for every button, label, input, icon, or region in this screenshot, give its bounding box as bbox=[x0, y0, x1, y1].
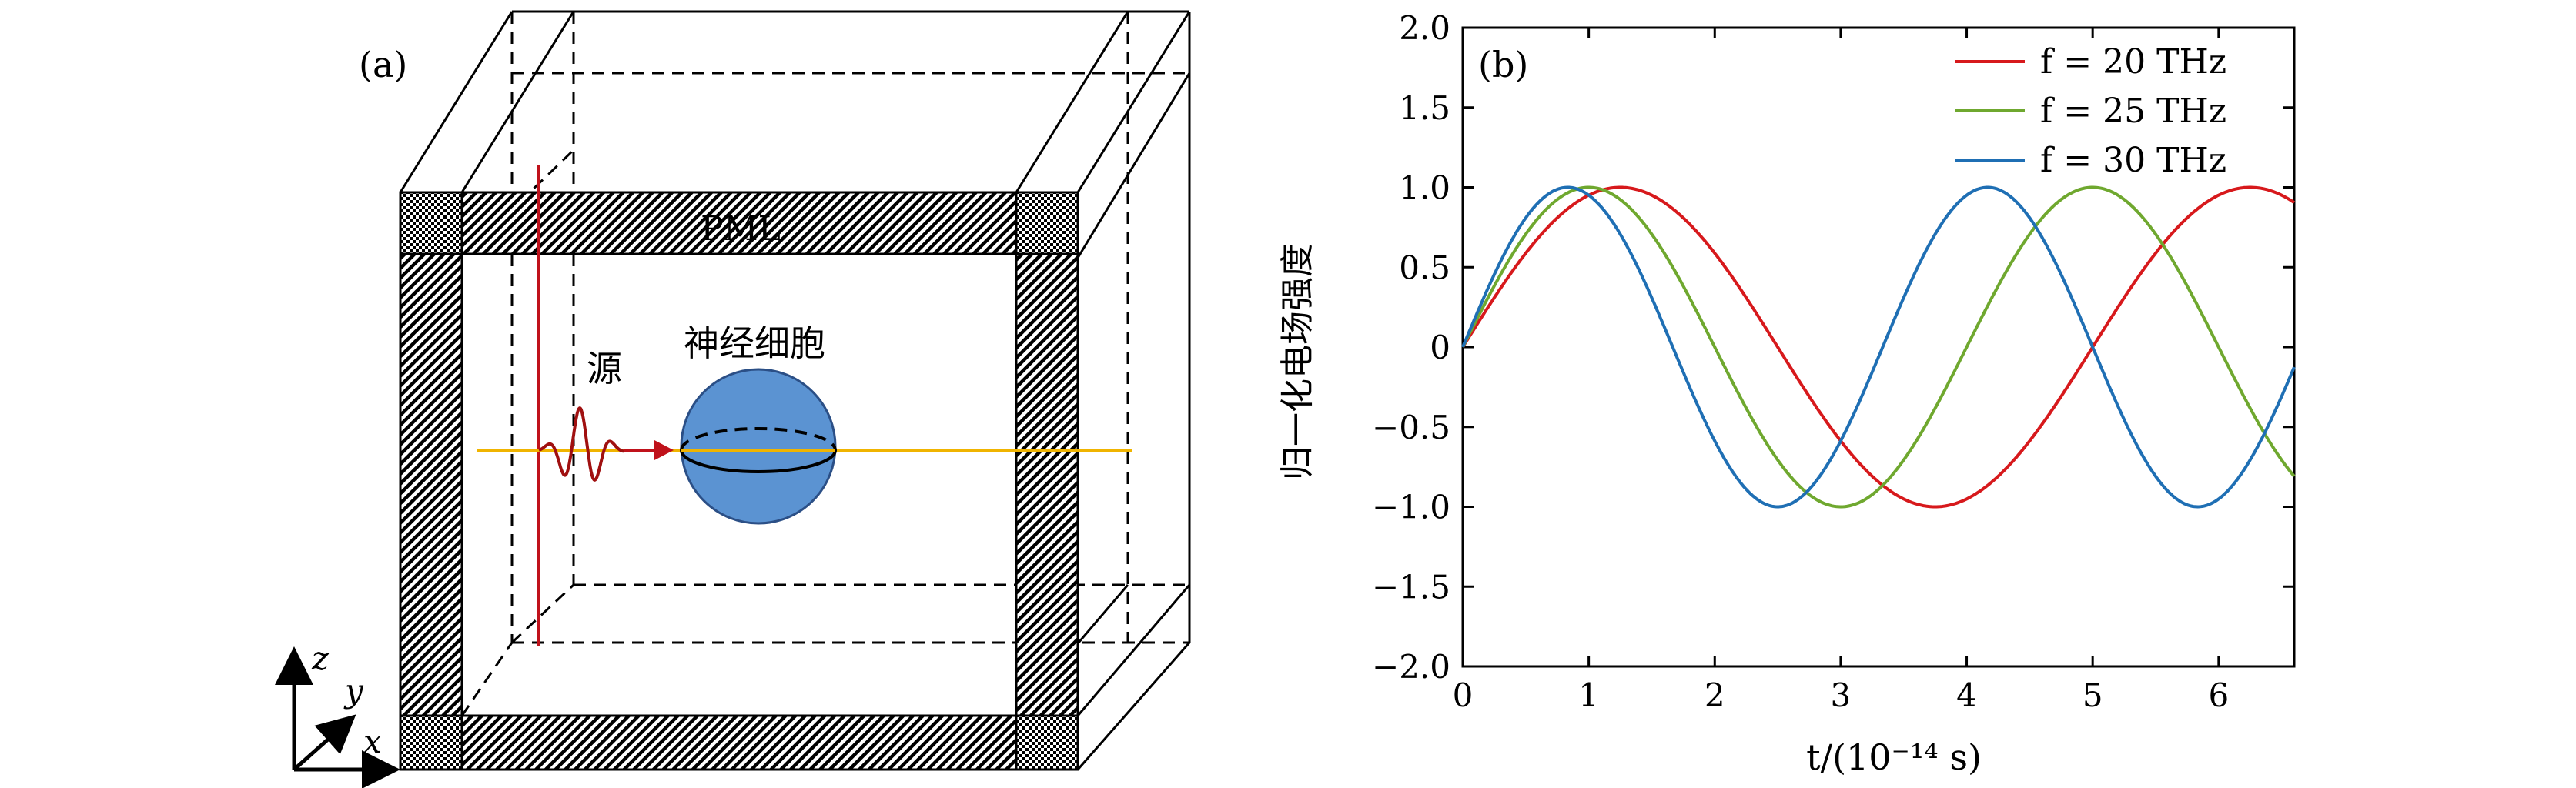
series-line bbox=[1461, 185, 2296, 509]
coordinate-axes bbox=[275, 646, 400, 788]
y-tick-label: 2.0 bbox=[1399, 9, 1450, 47]
x-tick-label: 6 bbox=[2208, 676, 2229, 714]
box-outline bbox=[399, 10, 1191, 770]
neuron-cell bbox=[680, 368, 837, 525]
pml-label: PML bbox=[701, 209, 781, 249]
y-tick-label: −2.0 bbox=[1372, 648, 1450, 686]
x-tick-label: 0 bbox=[1453, 676, 1474, 714]
panel-b-label: (b) bbox=[1478, 44, 1528, 85]
y-axis-label: 归一化电场强度 bbox=[1278, 243, 1317, 480]
x-tick-label: 4 bbox=[1956, 676, 1977, 714]
y-tick-label: 0.5 bbox=[1399, 249, 1450, 286]
axis-z-label: z bbox=[311, 639, 330, 677]
legend-label: f = 25 THz bbox=[2040, 92, 2226, 131]
legend-label: f = 20 THz bbox=[2040, 42, 2226, 82]
axis-x-label: x bbox=[363, 723, 382, 760]
y-tick-label: 1.5 bbox=[1399, 89, 1450, 127]
series-layer bbox=[1461, 185, 2296, 509]
wave-arrow-head bbox=[654, 440, 674, 460]
cell-label: 神经细胞 bbox=[684, 322, 825, 364]
series-line bbox=[1461, 185, 2296, 509]
wave-packet bbox=[538, 406, 624, 482]
legend: f = 20 THz f = 25 THz f = 30 THz bbox=[1955, 42, 2226, 180]
y-tick-label: −0.5 bbox=[1372, 409, 1450, 446]
inner-dashed bbox=[460, 254, 1016, 716]
y-tick-label: 1.0 bbox=[1399, 169, 1450, 207]
x-tick-label: 1 bbox=[1578, 676, 1599, 714]
field-chart: 2.0 1.5 1.0 0.5 0 −0.5 −1.0 −1.5 −2.0 0 1 2 3 4 5 6 f … bbox=[1278, 9, 2296, 778]
y-tick-label: −1.0 bbox=[1372, 489, 1450, 526]
x-tick-label: 3 bbox=[1831, 676, 1852, 714]
pml-frame bbox=[399, 191, 1079, 771]
y-tick-label: 0 bbox=[1430, 329, 1450, 366]
x-axis-label: t/(10⁻¹⁴ s) bbox=[1806, 736, 1982, 778]
source-label: 源 bbox=[587, 348, 622, 389]
axis-y-label: y bbox=[343, 672, 364, 710]
panel-a-label: (a) bbox=[359, 44, 407, 85]
simulation-schematic: (a) PML 源 神经细胞 z y x bbox=[275, 10, 1191, 788]
x-tick-label: 2 bbox=[1705, 676, 1725, 714]
y-ticks: 2.0 1.5 1.0 0.5 0 −0.5 −1.0 −1.5 −2.0 bbox=[1372, 9, 2294, 686]
x-ticks: 0 1 2 3 4 5 6 bbox=[1453, 28, 2229, 714]
y-tick-label: −1.5 bbox=[1372, 568, 1450, 606]
series-line bbox=[1461, 185, 2296, 509]
x-tick-label: 5 bbox=[2083, 676, 2103, 714]
legend-label: f = 30 THz bbox=[2040, 141, 2226, 180]
